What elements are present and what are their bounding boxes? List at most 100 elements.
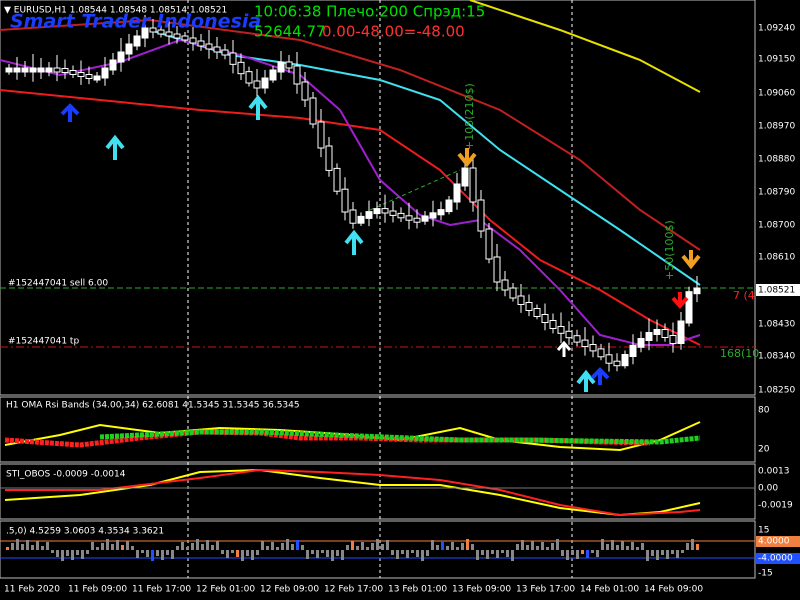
hist-bar <box>346 545 349 550</box>
hist-bar <box>206 540 209 550</box>
hist-bar <box>41 546 44 550</box>
candle-body <box>165 31 173 37</box>
price-label: 1.08610 <box>758 253 795 263</box>
hist-bar <box>101 543 104 550</box>
candle-body <box>109 59 117 71</box>
sub2-frame <box>0 463 756 520</box>
hist-bar <box>411 550 414 553</box>
hist-bar <box>196 539 199 550</box>
hist-bar <box>336 550 339 556</box>
hist-bar <box>161 550 164 560</box>
hist-bar <box>511 550 514 561</box>
candle-body <box>573 335 581 343</box>
hist-bar <box>166 550 169 555</box>
candle-body <box>29 67 37 73</box>
candle-body <box>677 320 685 344</box>
candle-body <box>421 215 429 222</box>
ma-darkred <box>0 18 701 251</box>
hist-bar <box>171 550 174 559</box>
hist-bar <box>286 539 289 550</box>
hist-bar <box>351 541 354 550</box>
candle-body <box>437 209 445 216</box>
candle-body <box>357 215 365 224</box>
hist-bar <box>281 543 284 550</box>
hist-bar <box>116 540 119 550</box>
candle-body <box>5 67 13 73</box>
time-label: 13 Feb 17:00 <box>516 585 575 595</box>
price-label: 1.09150 <box>758 55 795 65</box>
candle-body <box>605 354 613 364</box>
hist-bar <box>91 542 94 550</box>
candle-body <box>341 188 349 213</box>
trade-result: +50(100$) <box>663 220 676 280</box>
candle-body <box>565 330 573 339</box>
signal-arrows <box>60 94 701 392</box>
hist-bar <box>231 550 234 553</box>
hist-bar <box>36 541 39 550</box>
obos-red <box>5 468 701 517</box>
candle-body <box>45 67 53 73</box>
candle-body <box>317 121 325 149</box>
candle-body <box>213 46 221 53</box>
time-label: 11 Feb 2020 <box>4 585 60 595</box>
panel-axis-label: 80 <box>758 406 770 416</box>
hist-bar <box>541 542 544 550</box>
panel-axis-label: 0.00 <box>758 484 778 494</box>
order-label: #152447041 tp <box>8 337 79 347</box>
price-label: 1.08250 <box>758 386 795 396</box>
hist-bar <box>6 547 9 550</box>
candle-body <box>397 212 405 219</box>
order-tp-profit: 168(10 <box>720 347 759 360</box>
hist-bar <box>506 550 509 557</box>
hist-bar <box>436 545 439 550</box>
hist-bar <box>471 544 474 550</box>
candle-body <box>277 61 285 73</box>
time-label: 14 Feb 01:00 <box>580 585 639 595</box>
hist-bar <box>381 544 384 550</box>
candle-body <box>453 183 461 203</box>
hist-bar <box>131 546 134 550</box>
hist-bar <box>126 541 129 550</box>
hist-bar <box>301 545 304 550</box>
hist-bar <box>236 550 239 557</box>
hist-bar <box>11 543 14 550</box>
hist-bar <box>371 543 374 550</box>
hist-bar <box>306 550 309 559</box>
hist-bar <box>156 550 159 556</box>
hist-bar <box>181 542 184 550</box>
hist-bar <box>516 544 519 550</box>
hist-bar <box>221 550 224 554</box>
hist-bar <box>16 539 19 550</box>
panel-axis-label: 0.0013 <box>758 467 790 477</box>
hist-bar <box>46 542 49 550</box>
hist-bar <box>481 550 484 555</box>
candle-body <box>389 210 397 216</box>
time-label: 11 Feb 09:00 <box>68 585 127 595</box>
candle-body <box>541 314 549 323</box>
hist-bar <box>51 550 54 553</box>
candle-body <box>629 344 637 357</box>
hist-bar <box>676 550 679 558</box>
candle-body <box>637 338 645 348</box>
sub1-frame <box>0 396 756 463</box>
hist-bar <box>576 550 579 559</box>
candle-body <box>645 332 653 341</box>
hist-bar <box>536 546 539 550</box>
hist-bar <box>256 550 259 555</box>
hist-bar <box>646 550 649 561</box>
hist-bar <box>631 542 634 550</box>
time-label: 13 Feb 09:00 <box>452 585 511 595</box>
hist-bar <box>361 542 364 550</box>
hist-bar <box>621 541 624 550</box>
hist-bar <box>316 550 319 558</box>
hist-bar <box>586 550 589 558</box>
indicator-label: .5,0) 4.5259 3.0603 4.3534 3.3621 <box>6 527 164 537</box>
candle-body <box>237 61 245 75</box>
hist-bar <box>216 541 219 550</box>
hist-bar <box>431 540 434 550</box>
hist-bar <box>266 546 269 550</box>
candle-body <box>589 344 597 352</box>
hist-bar <box>341 550 344 560</box>
hist-bar <box>391 550 394 555</box>
